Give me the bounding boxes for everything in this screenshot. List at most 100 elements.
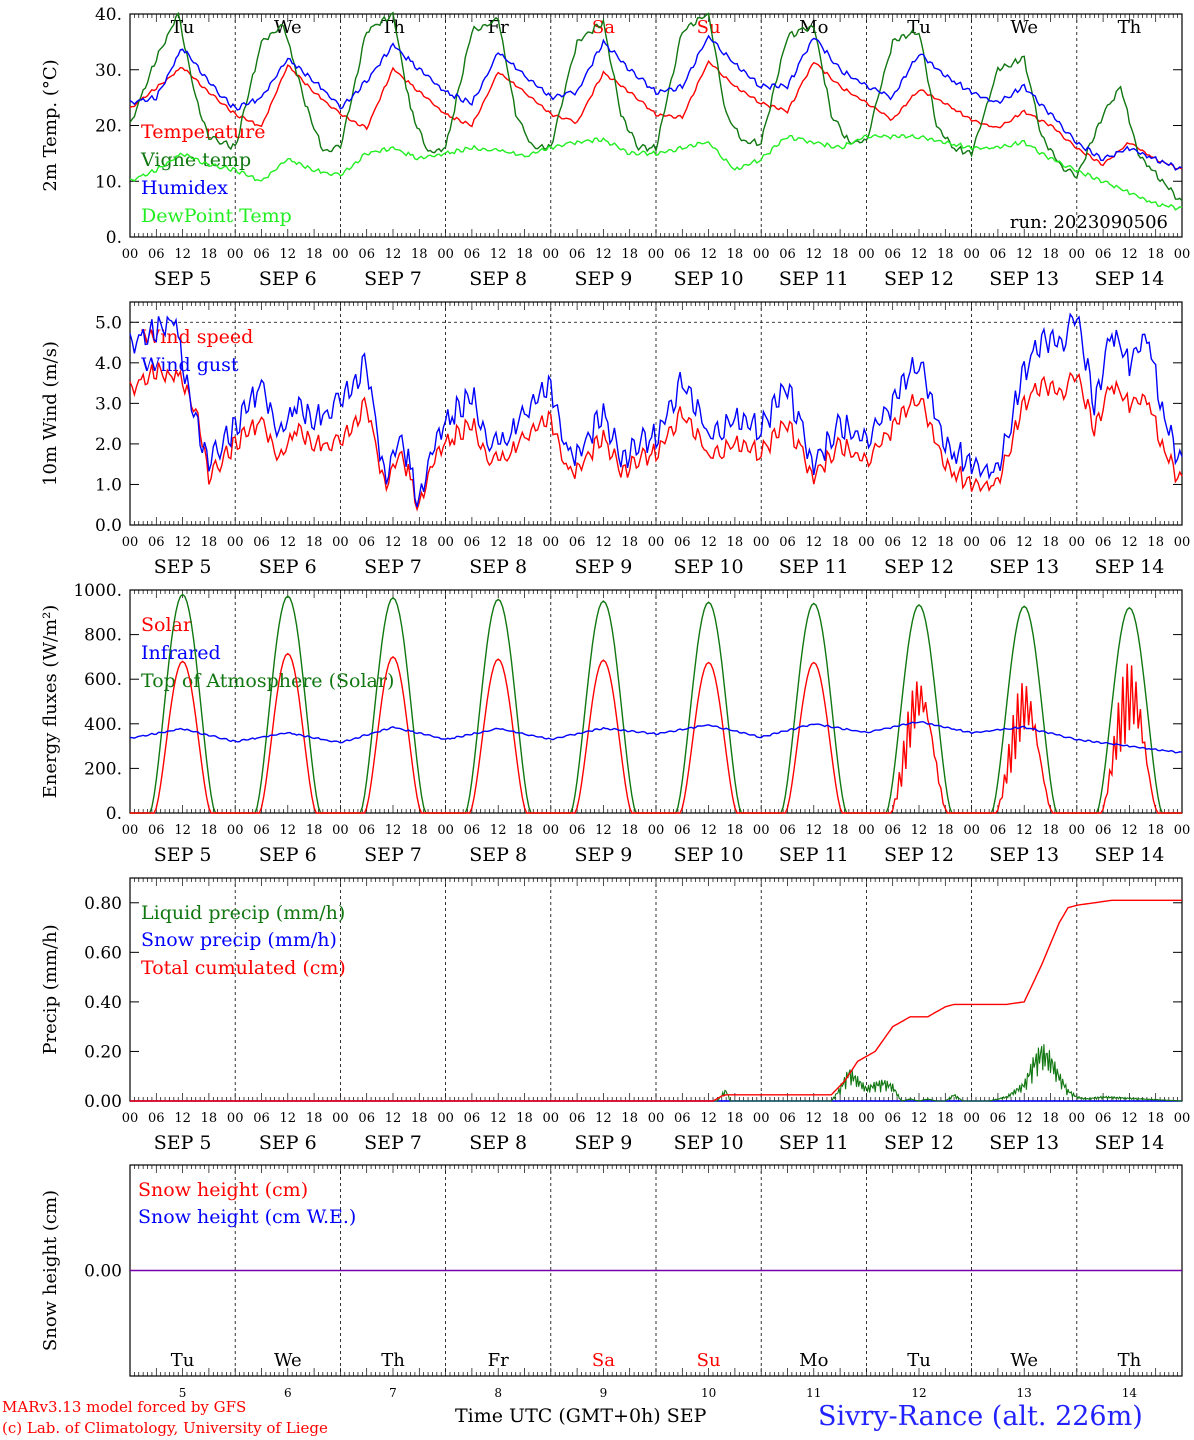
hour-tick-label: 00 <box>1069 247 1086 262</box>
hour-tick-label: 12 <box>595 1111 612 1126</box>
y-tick-label: 0.0 <box>95 516 122 536</box>
hour-tick-label: 06 <box>148 823 165 838</box>
hour-tick-label: 18 <box>937 1111 954 1126</box>
day-name: Fr <box>488 1350 509 1371</box>
y-tick-label: 0.60 <box>84 943 122 963</box>
y-axis-title: 2m Temp. (°C) <box>40 59 61 191</box>
day-name: We <box>274 17 302 38</box>
hour-tick-label: 18 <box>621 247 638 262</box>
hour-tick-label: 18 <box>411 247 428 262</box>
date-label: SEP 10 <box>674 268 744 290</box>
date-label: SEP 11 <box>779 1132 849 1154</box>
hour-tick-label: 12 <box>700 247 717 262</box>
date-label: SEP 9 <box>574 268 632 290</box>
y-axis-title: Energy fluxes (W/m²) <box>40 605 61 799</box>
day-name: Sa <box>592 1350 615 1371</box>
hour-tick-label: 12 <box>911 1111 928 1126</box>
hour-tick-label: 06 <box>674 1111 691 1126</box>
hour-tick-label: 00 <box>437 823 454 838</box>
hour-tick-label: 06 <box>253 1111 270 1126</box>
hour-tick-label: 06 <box>1095 823 1112 838</box>
y-tick-label: 0.40 <box>84 993 122 1013</box>
day-name: Sa <box>592 17 615 38</box>
day-name: Th <box>381 17 405 38</box>
hour-tick-label: 18 <box>516 823 533 838</box>
hour-tick-label: 06 <box>358 247 375 262</box>
date-label: SEP 7 <box>364 268 422 290</box>
plot-frame <box>129 301 1183 526</box>
hour-tick-label: 06 <box>464 823 481 838</box>
hour-tick-label: 00 <box>227 247 244 262</box>
hour-tick-label: 06 <box>779 535 796 550</box>
day-number: 14 <box>1122 1386 1138 1400</box>
hour-tick-label: 00 <box>648 1111 665 1126</box>
day-name: Mo <box>799 1350 828 1371</box>
hour-tick-label: 12 <box>1016 247 1033 262</box>
panel-precip: 0.00 0.20 0.40 0.60 0.80 Precip (mm/h) 00 06 12 1… <box>40 877 1191 1154</box>
legend-entry: Solar <box>141 614 193 636</box>
y-tick-label: 20. <box>95 117 122 137</box>
hour-tick-label: 00 <box>858 1111 875 1126</box>
y-axis-title: 10m Wind (m/s) <box>40 341 61 486</box>
x-axis-title: Time UTC (GMT+0h) SEP <box>455 1405 707 1427</box>
dewpoint-line <box>129 133 1183 211</box>
y-tick-label: 0.20 <box>84 1042 122 1062</box>
hour-tick-label: 12 <box>1121 823 1138 838</box>
hour-tick-label: 06 <box>884 535 901 550</box>
date-label: SEP 10 <box>674 556 744 578</box>
day-name: Th <box>381 1350 405 1371</box>
hour-tick-label: 06 <box>1095 1111 1112 1126</box>
hour-tick-label: 12 <box>1016 535 1033 550</box>
hour-tick-label: 00 <box>1069 823 1086 838</box>
date-label: SEP 7 <box>364 556 422 578</box>
panel-wind: 0.0 1.0 2.0 3.0 4.0 5.0 10m Wind (m/s) 00 06 12 18… <box>40 301 1190 578</box>
hour-tick-label: 06 <box>358 535 375 550</box>
hour-tick-label: 18 <box>411 535 428 550</box>
hour-tick-label: 12 <box>1121 1111 1138 1126</box>
day-name: Su <box>697 1350 721 1371</box>
hour-tick-label: 00 <box>332 247 349 262</box>
hour-tick-label: 12 <box>174 1111 191 1126</box>
hour-tick-label: 06 <box>674 247 691 262</box>
y-tick-label: 0.80 <box>84 894 122 914</box>
day-number: 11 <box>806 1386 821 1400</box>
hour-tick-label: 06 <box>1095 247 1112 262</box>
date-label: SEP 6 <box>259 1132 317 1154</box>
hour-tick-label: 00 <box>1174 1111 1191 1126</box>
solar-line <box>130 652 1182 814</box>
hour-tick-label: 18 <box>306 535 323 550</box>
total-cumulated-line <box>130 899 1182 1102</box>
hour-tick-label: 06 <box>884 247 901 262</box>
hour-tick-label: 12 <box>595 247 612 262</box>
y-axis-title: Snow height (cm) <box>40 1190 61 1351</box>
date-label: SEP 8 <box>469 556 527 578</box>
hour-tick-label: 18 <box>832 535 849 550</box>
date-label: SEP 8 <box>469 1132 527 1154</box>
temperature-line <box>129 59 1183 170</box>
panel-temperature: 0. 10. 20. 30. 40. 2m Temp. (°C) 00 06 12 18 SEP 5… <box>40 5 1190 290</box>
hour-tick-label: 18 <box>832 247 849 262</box>
hour-tick-label: 12 <box>911 247 928 262</box>
legend-entry: Snow height (cm W.E.) <box>138 1206 356 1228</box>
hour-tick-label: 00 <box>332 823 349 838</box>
hour-tick-label: 12 <box>280 247 297 262</box>
hour-tick-label: 12 <box>490 1111 507 1126</box>
hour-tick-label: 06 <box>464 535 481 550</box>
date-label: SEP 14 <box>1094 1132 1164 1154</box>
hour-tick-label: 12 <box>1016 1111 1033 1126</box>
hour-tick-label: 00 <box>332 1111 349 1126</box>
date-label: SEP 13 <box>989 556 1059 578</box>
plot-frame <box>129 13 1183 238</box>
y-tick-label: 0.00 <box>84 1092 122 1112</box>
y-tick-label: 5.0 <box>95 313 122 333</box>
hour-tick-label: 06 <box>358 823 375 838</box>
hour-tick-label: 12 <box>490 247 507 262</box>
date-label: SEP 7 <box>364 844 422 866</box>
day-number: 5 <box>179 1386 187 1400</box>
date-label: SEP 9 <box>574 844 632 866</box>
hour-tick-label: 18 <box>201 1111 218 1126</box>
hour-tick-label: 12 <box>1121 535 1138 550</box>
date-label: SEP 6 <box>259 556 317 578</box>
y-tick-label: 1.0 <box>95 475 122 495</box>
